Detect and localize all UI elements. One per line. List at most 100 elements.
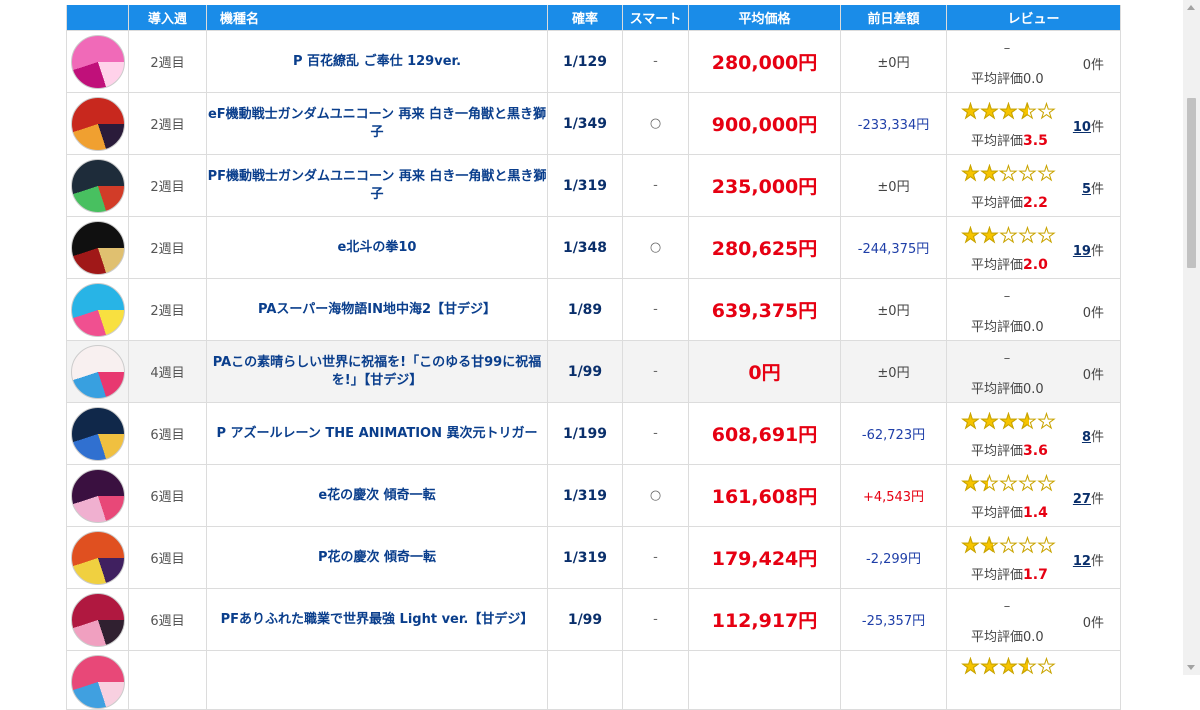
star-icon: ★★ — [1018, 654, 1037, 678]
avg-rating-value: 1.4 — [1023, 505, 1048, 521]
star-icon: ★★ — [980, 223, 999, 247]
table-row[interactable]: ★★★★★★★★★★ — [66, 650, 1121, 710]
machine-name-link[interactable]: P アズールレーン THE ANIMATION 異次元トリガー — [206, 402, 548, 465]
no-rating-mark: – — [1003, 41, 1011, 56]
review-stars-area: – — [961, 38, 1053, 60]
star-icon: ★★ — [961, 161, 980, 185]
avg-price-cell: 179,424円 — [688, 526, 841, 589]
avg-rating-label: 平均評価 — [971, 444, 1024, 459]
header-avg-price[interactable]: 平均価格 — [688, 5, 841, 31]
machine-thumbnail[interactable] — [70, 406, 125, 461]
avg-rating-label: 平均評価 — [971, 258, 1024, 273]
scroll-up-arrow-icon[interactable] — [1187, 5, 1195, 10]
thumbnail-cell — [66, 402, 129, 465]
machine-thumbnail[interactable] — [70, 158, 125, 213]
star-fill-icon: ★ — [980, 534, 994, 556]
review-count-unit: 件 — [1090, 554, 1104, 569]
review-count-link[interactable]: 19 — [1072, 244, 1091, 259]
table-row[interactable]: 2週目 e北斗の拳10 1/348 ○ 280,625円 -244,375円 ★ ★ ★ ★ ★ ★ ★… — [66, 216, 1121, 279]
header-name[interactable]: 機種名 — [206, 5, 548, 31]
machine-thumbnail[interactable] — [70, 592, 125, 647]
header-prob[interactable]: 確率 — [547, 5, 623, 31]
machine-name-link[interactable]: PFありふれた職業で世界最強 Light ver.【甘デジ】 — [206, 588, 548, 651]
machine-name-link[interactable]: e花の慶次 傾奇一転 — [206, 464, 548, 527]
review-count-link[interactable]: 5 — [1081, 182, 1091, 197]
smart-cell: ○ — [622, 216, 689, 279]
review-count-link[interactable]: 12 — [1072, 554, 1091, 569]
review-count-link[interactable]: 27 — [1072, 492, 1091, 507]
table-row[interactable]: 6週目 PFありふれた職業で世界最強 Light ver.【甘デジ】 1/99-11… — [66, 588, 1121, 651]
avg-rating-label: 平均評価 — [971, 506, 1024, 521]
smart-cell: - — [622, 30, 689, 93]
avg-price-cell: 608,691円 — [688, 402, 841, 465]
scrollbar-thumb[interactable] — [1187, 98, 1196, 268]
probability-cell: 1/99 — [547, 588, 623, 651]
vertical-scrollbar[interactable] — [1183, 0, 1200, 675]
header-diff[interactable]: 前日差額 — [840, 5, 947, 31]
empty-cell — [128, 650, 207, 710]
star-fill-icon: ★ — [980, 224, 999, 246]
smart-cell: - — [622, 402, 689, 465]
star-fill-icon: ★ — [961, 100, 980, 122]
review-count-link[interactable]: 10 — [1072, 120, 1091, 135]
machine-thumbnail[interactable] — [70, 220, 125, 275]
review-count-value: 0 — [1082, 368, 1091, 383]
star-fill-icon: ★ — [980, 472, 988, 494]
review-cell: – 平均評価0.0 0件 — [946, 588, 1121, 651]
machine-thumbnail[interactable] — [70, 282, 125, 337]
star-fill-icon: ★ — [961, 410, 980, 432]
star-icon: ★★ — [980, 533, 999, 557]
avg-rating-value: 2.0 — [1023, 257, 1048, 273]
avg-rating-label: 平均評価 — [971, 72, 1024, 87]
review-stars-area: ★★★★★★★★★★ — [961, 161, 1056, 185]
table-row[interactable]: 2週目 PAスーパー海物語IN地中海2【甘デジ】 1/89-639,375円 ±0円 –… — [66, 278, 1121, 341]
header-smart[interactable]: スマート — [622, 5, 689, 31]
machine-name-link[interactable]: P花の慶次 傾奇一転 — [206, 526, 548, 589]
review-cell: – 平均評価0.0 0件 — [946, 30, 1121, 93]
machine-name-link[interactable]: PAこの素晴らしい世界に祝福を!「このゆる甘99に祝福を!」【甘デジ】 — [206, 340, 548, 403]
machine-thumbnail[interactable] — [70, 468, 125, 523]
review-count: 0件 — [1083, 302, 1104, 321]
machine-name-link[interactable]: PF機動戦士ガンダムユニコーン 再来 白き一角獣と黒き獅子 — [206, 154, 548, 217]
avg-rating: 平均評価0.0 — [971, 316, 1044, 335]
table-row[interactable]: 2週目 eF機動戦士ガンダムユニコーン 再来 白き一角獣と黒き獅子 1/349 ○ 90… — [66, 92, 1121, 155]
rating-stars: ★★★★★★★★★★ — [961, 533, 1056, 557]
star-fill-icon: ★ — [961, 655, 980, 677]
table-row[interactable]: 6週目 P花の慶次 傾奇一転 1/319-179,424円 -2,299円 ★ ★ ★ ★ ★ ★… — [66, 526, 1121, 589]
table-row[interactable]: 6週目 P アズールレーン THE ANIMATION 異次元トリガー 1/199-… — [66, 402, 1121, 465]
star-icon: ★★ — [999, 471, 1018, 495]
table-row[interactable]: 4週目 PAこの素晴らしい世界に祝福を!「このゆる甘99に祝福を!」【甘デジ】 1/… — [66, 340, 1121, 403]
star-fill-icon: ★ — [980, 100, 999, 122]
machine-name-link[interactable]: eF機動戦士ガンダムユニコーン 再来 白き一角獣と黒き獅子 — [206, 92, 548, 155]
machine-thumbnail[interactable] — [70, 530, 125, 585]
table-body: 2週目 P 百花繚乱 ご奉仕 129ver. 1/129-280,000円 ±0円 – 平… — [66, 30, 1121, 710]
star-icon: ★★ — [1037, 533, 1056, 557]
machine-thumbnail[interactable] — [70, 344, 125, 399]
table-row[interactable]: 6週目 e花の慶次 傾奇一転 1/319 ○ 161,608円 +4,543円 ★ ★ ★ ★ ★ ★… — [66, 464, 1121, 527]
machine-name-link[interactable]: P 百花繚乱 ご奉仕 129ver. — [206, 30, 548, 93]
star-fill-icon: ★ — [999, 655, 1018, 677]
avg-price-cell: 0円 — [688, 340, 841, 403]
star-icon: ★★ — [1037, 99, 1056, 123]
review-count: 0件 — [1083, 54, 1104, 73]
machine-name-link[interactable]: PAスーパー海物語IN地中海2【甘デジ】 — [206, 278, 548, 341]
thumbnail-cell — [66, 92, 129, 155]
table-row[interactable]: 2週目 PF機動戦士ガンダムユニコーン 再来 白き一角獣と黒き獅子 1/319-23… — [66, 154, 1121, 217]
header-review[interactable]: レビュー — [946, 5, 1121, 31]
machine-thumbnail[interactable] — [70, 655, 125, 709]
probability-cell: 1/129 — [547, 30, 623, 93]
review-count-unit: 件 — [1090, 306, 1104, 321]
star-icon: ★★ — [961, 99, 980, 123]
avg-rating: 平均評価3.5 — [971, 130, 1048, 149]
table-row[interactable]: 2週目 P 百花繚乱 ご奉仕 129ver. 1/129-280,000円 ±0円 – 平… — [66, 30, 1121, 93]
header-week[interactable]: 導入週 — [128, 5, 207, 31]
scroll-down-arrow-icon[interactable] — [1187, 665, 1195, 670]
machine-name-link[interactable]: e北斗の拳10 — [206, 216, 548, 279]
star-icon: ★★ — [1018, 223, 1037, 247]
machine-thumbnail[interactable] — [70, 96, 125, 151]
avg-rating-label: 平均評価 — [971, 568, 1024, 583]
machine-thumbnail[interactable] — [70, 34, 125, 89]
star-icon: ★★ — [1018, 161, 1037, 185]
review-count-link[interactable]: 8 — [1081, 430, 1091, 445]
rating-stars: ★★★★★★★★★★ — [961, 410, 1056, 433]
